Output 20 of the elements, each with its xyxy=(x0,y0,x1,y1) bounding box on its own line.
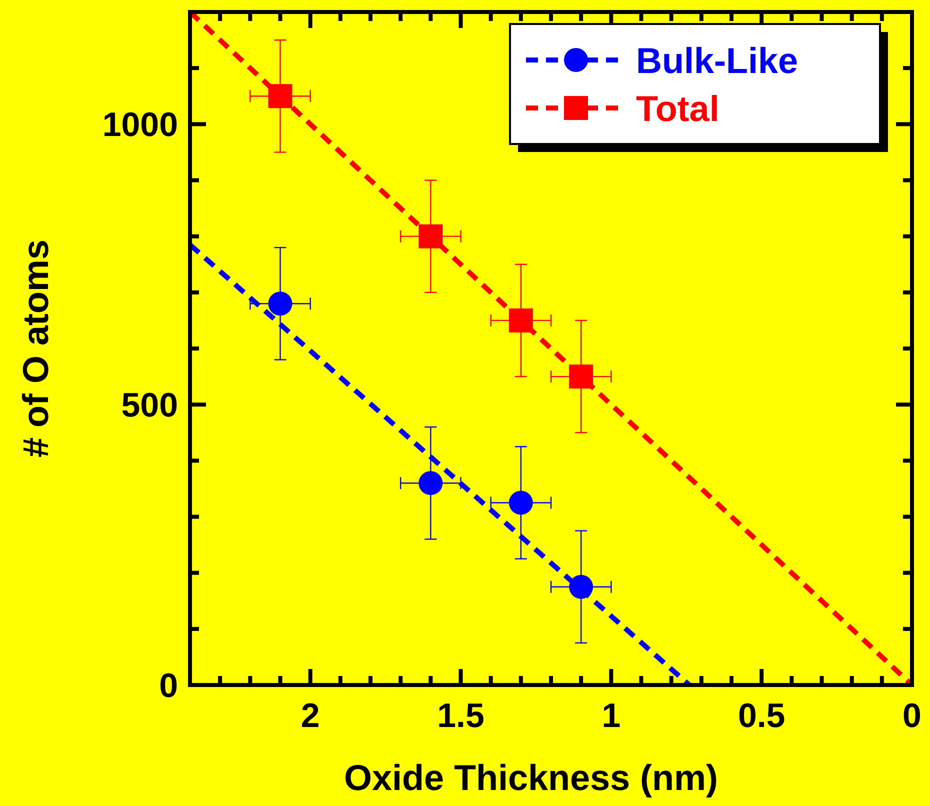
legend-label: Total xyxy=(636,88,720,129)
x-axis-title: Oxide Thickness (nm) xyxy=(344,757,718,798)
x-tick-label: 0 xyxy=(902,697,922,735)
legend-label: Bulk-Like xyxy=(636,40,798,81)
point xyxy=(569,364,594,389)
x-tick-label: 1.5 xyxy=(437,697,484,735)
x-tick-label: 1 xyxy=(602,697,621,735)
point xyxy=(418,224,443,248)
y-tick-label: 500 xyxy=(121,386,178,425)
y-axis-title: # of O atoms xyxy=(15,239,56,458)
y-tick-label: 0 xyxy=(159,667,178,705)
point xyxy=(268,292,292,316)
point xyxy=(418,471,443,496)
point xyxy=(569,574,594,599)
point xyxy=(508,490,533,515)
point xyxy=(508,308,533,332)
y-tick-label: 1000 xyxy=(102,106,178,144)
x-tick-label: 2 xyxy=(300,697,320,735)
point xyxy=(268,84,292,108)
x-tick-label: 0.5 xyxy=(738,697,786,735)
